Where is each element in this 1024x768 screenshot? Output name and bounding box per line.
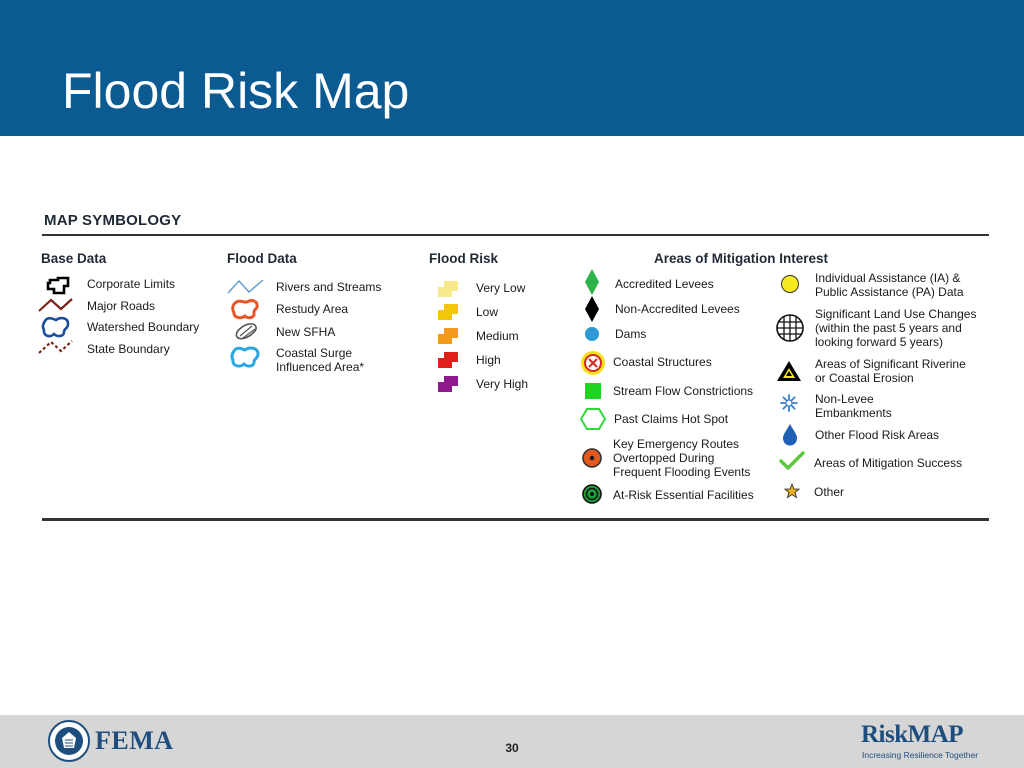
mitigation-label: Non-Levee <box>815 392 874 406</box>
mitigation-label: Non-Accredited Levees <box>615 302 740 316</box>
ia-pa-data-icon <box>781 275 799 293</box>
land-use-change-icon <box>776 314 804 342</box>
other-flood-risk-icon <box>783 424 797 446</box>
stream-flow-constriction-icon <box>585 383 601 399</box>
flood-risk-label: Very High <box>476 377 529 391</box>
flood-data-label: Influenced Area* <box>276 360 365 374</box>
medium-swatch <box>438 328 458 344</box>
mitigation-label: At-Risk Essential Facilities <box>613 488 754 502</box>
mitigation-success-icon <box>779 451 805 470</box>
flood-data-label: New SFHA <box>276 325 336 339</box>
flood-risk-label: Medium <box>476 329 519 343</box>
mitigation-label: Dams <box>615 327 647 341</box>
accredited-levee-icon <box>585 269 599 295</box>
restudy-area-icon <box>231 299 259 320</box>
high-swatch <box>438 352 458 368</box>
mitigation-label: or Coastal Erosion <box>815 371 914 385</box>
riskmap-tagline: Increasing Resilience Together <box>862 750 979 760</box>
mitigation-label: looking forward 5 years) <box>815 335 944 349</box>
flood-risk-label: High <box>476 353 501 367</box>
mitigation-label: Key Emergency Routes <box>613 437 740 451</box>
legend-bottom-rule <box>42 518 989 521</box>
mitigation-label: Coastal Structures <box>613 355 712 369</box>
mitigation-label: Frequent Flooding Events <box>613 465 751 479</box>
flood-data-label: Rivers and Streams <box>276 280 382 294</box>
flood-risk-label: Very Low <box>476 281 526 295</box>
coastal-surge-icon <box>230 346 260 368</box>
coastal-structure-icon <box>581 351 605 375</box>
heading-flood-risk: Flood Risk <box>429 251 499 266</box>
major-roads-icon <box>38 298 73 312</box>
mitigation-label: Accredited Levees <box>615 277 714 291</box>
mitigation-label: Areas of Significant Riverine <box>815 357 966 371</box>
legend-title: MAP SYMBOLOGY <box>44 212 182 229</box>
mitigation-label: Areas of Mitigation Success <box>814 456 963 470</box>
mitigation-label: Significant Land Use Changes <box>815 307 977 321</box>
low-swatch <box>438 304 458 320</box>
other-star-icon <box>784 483 800 499</box>
dhs-seal-icon <box>48 720 90 762</box>
mitigation-label: Embankments <box>815 406 892 420</box>
heading-mitigation: Areas of Mitigation Interest <box>654 251 829 266</box>
mitigation-label: Stream Flow Constrictions <box>613 384 754 398</box>
heading-flood-data: Flood Data <box>227 251 297 266</box>
mitigation-label: (within the past 5 years and <box>815 321 962 335</box>
new-sfha-icon <box>235 323 257 340</box>
non-levee-embankment-icon <box>780 394 798 412</box>
base-data-label: Corporate Limits <box>87 277 176 291</box>
emergency-route-icon <box>582 448 602 468</box>
mitigation-label: Other <box>814 485 845 499</box>
dam-icon <box>585 327 599 341</box>
mitigation-label: Individual Assistance (IA) & <box>815 271 961 285</box>
riskmap-wordmark: RiskMAP <box>861 721 964 748</box>
watershed-boundary-icon <box>41 316 70 338</box>
mitigation-label: Other Flood Risk Areas <box>815 428 940 442</box>
page-number: 30 <box>505 741 519 755</box>
very-high-swatch <box>438 376 458 392</box>
flood-data-label: Coastal Surge <box>276 346 353 360</box>
fema-wordmark: FEMA <box>95 726 174 755</box>
very-low-swatch <box>438 281 458 297</box>
flood-data-label: Restudy Area <box>276 302 349 316</box>
slide-title: Flood Risk Map <box>62 63 410 119</box>
mitigation-label: Public Assistance (PA) Data <box>815 285 964 299</box>
base-data-label: Major Roads <box>87 299 156 313</box>
corporate-limits-icon <box>46 276 70 295</box>
past-claims-hotspot-icon <box>580 408 606 430</box>
base-data-label: State Boundary <box>87 342 170 356</box>
mitigation-label: Past Claims Hot Spot <box>614 412 729 426</box>
footer-band <box>0 715 1024 768</box>
mitigation-label: Overtopped During <box>613 451 715 465</box>
non-accredited-levee-icon <box>585 296 599 322</box>
rivers-streams-icon <box>227 279 264 294</box>
base-data-label: Watershed Boundary <box>87 320 200 334</box>
state-boundary-icon <box>38 340 73 354</box>
legend-top-rule <box>42 234 989 236</box>
heading-base-data: Base Data <box>41 251 107 266</box>
title-band: Flood Risk Map <box>0 0 1024 136</box>
flood-risk-label: Low <box>476 305 499 319</box>
essential-facility-icon <box>582 484 602 504</box>
erosion-icon <box>777 361 801 381</box>
